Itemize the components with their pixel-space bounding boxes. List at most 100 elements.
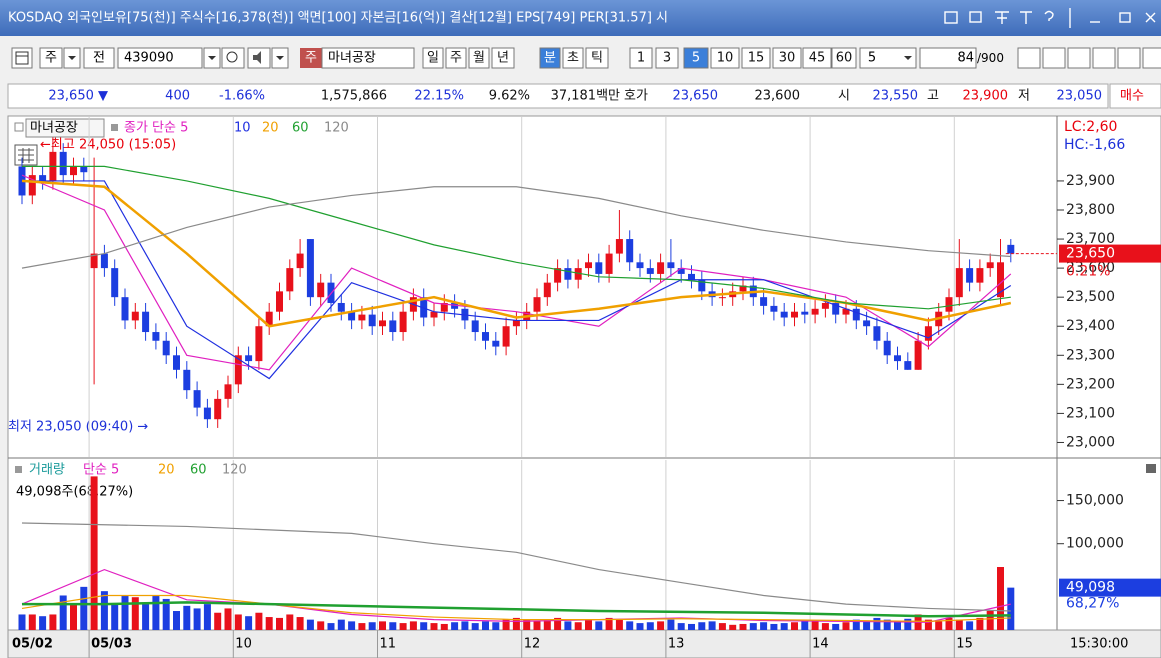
name-box[interactable]	[321, 47, 415, 69]
candle-body	[821, 302, 829, 309]
interval-button[interactable]	[741, 47, 771, 69]
period-button[interactable]	[491, 47, 515, 69]
volume-bar	[533, 621, 541, 630]
x-tick-label: 15	[956, 637, 973, 652]
volume-bar	[368, 622, 376, 630]
low-annotation: 최저 23,050 (09:40) →	[8, 420, 148, 435]
candle-body	[966, 268, 974, 283]
legend-entry: 종가 단순 5	[124, 121, 188, 136]
volume-bar	[162, 598, 170, 630]
period-button[interactable]	[539, 47, 561, 69]
volume-bar	[111, 604, 119, 630]
legend-icon	[15, 466, 22, 473]
x-tick-label: 05/02	[12, 637, 53, 652]
tool-button[interactable]	[1067, 47, 1091, 69]
market: 주	[45, 51, 57, 66]
buy-button[interactable]	[1109, 83, 1161, 109]
candle-body	[780, 311, 788, 318]
last-price-box	[1059, 244, 1161, 263]
candle-body	[399, 311, 407, 333]
icon-button[interactable]	[11, 47, 33, 69]
volume-bar	[389, 622, 397, 630]
candle-body	[873, 326, 881, 341]
volume-bar	[585, 619, 592, 630]
legend-entry: 20	[158, 463, 175, 478]
candle-body	[986, 262, 994, 269]
icon	[226, 51, 238, 63]
interval-button[interactable]	[683, 47, 709, 69]
volume-bar	[832, 623, 840, 630]
candle-body	[1007, 244, 1015, 254]
interval-label: 60	[836, 51, 853, 66]
tool-button[interactable]	[1042, 47, 1066, 69]
window-controls	[944, 8, 1156, 28]
volume-bar	[894, 621, 901, 630]
candle-body	[894, 355, 901, 362]
volume-bar	[997, 567, 1004, 630]
interval-button[interactable]	[831, 47, 857, 69]
interval-button[interactable]	[710, 47, 740, 69]
volume-bar	[1007, 587, 1015, 630]
mode-box[interactable]	[83, 47, 115, 69]
market-box[interactable]	[39, 47, 63, 69]
volume-bar	[430, 623, 438, 630]
icon[interactable]	[995, 11, 1009, 24]
candle-body	[368, 314, 376, 327]
volume-bar	[770, 623, 778, 630]
ma-line	[21, 522, 1011, 612]
count-select[interactable]	[859, 47, 917, 69]
volume-bar	[296, 617, 304, 630]
interval-button[interactable]	[802, 47, 832, 69]
candle-body	[28, 175, 36, 196]
volume-bar	[986, 611, 994, 630]
period-button[interactable]	[562, 47, 584, 69]
candle-body	[554, 268, 562, 283]
candle-body	[59, 151, 67, 176]
interval-button[interactable]	[772, 47, 802, 69]
maximize[interactable]	[1119, 12, 1131, 23]
icon[interactable]	[1020, 11, 1032, 24]
close[interactable]	[1145, 12, 1156, 23]
period-button[interactable]	[468, 47, 490, 69]
period-button[interactable]	[445, 47, 467, 69]
tool-button[interactable]	[1017, 47, 1041, 69]
candle-body	[131, 311, 139, 321]
volume-bar	[574, 622, 582, 630]
panel-icon[interactable]	[1146, 464, 1156, 473]
ma-line	[22, 180, 1012, 380]
price: 23,650 ▼	[48, 89, 108, 104]
tool-button[interactable]	[1092, 47, 1116, 69]
period-button[interactable]	[585, 47, 609, 69]
icon[interactable]	[1044, 10, 1054, 22]
candle-body	[286, 268, 294, 292]
info-box	[7, 83, 1109, 109]
icon[interactable]	[969, 11, 982, 23]
x-tick-label: 11	[380, 637, 397, 652]
interval-button[interactable]	[629, 47, 653, 69]
volume-bar	[214, 612, 222, 630]
y-tick-label: 23,200	[1066, 376, 1115, 392]
tool-button[interactable]	[1117, 47, 1141, 69]
volume-bar	[255, 612, 263, 630]
legend-entry: 60	[190, 463, 207, 478]
interval-button[interactable]	[655, 47, 679, 69]
volume-bar	[224, 608, 232, 630]
code-input[interactable]	[117, 47, 203, 69]
candle-body	[234, 355, 242, 385]
period-button[interactable]	[422, 47, 444, 69]
legend-icon	[111, 124, 118, 131]
icon[interactable]	[944, 11, 958, 24]
candle-body	[492, 340, 500, 347]
volume-bar	[482, 621, 489, 630]
candle-body	[698, 279, 706, 292]
interval-label: 3	[663, 51, 671, 66]
volume-bar	[358, 623, 366, 630]
volume-bar	[39, 616, 47, 630]
candle-body	[193, 390, 201, 408]
volume-bar	[852, 619, 860, 630]
period-label: 초	[567, 51, 579, 66]
candle-body	[852, 308, 860, 321]
count-input[interactable]	[919, 47, 977, 69]
tool-button[interactable]	[1142, 47, 1161, 69]
search-button[interactable]	[221, 47, 245, 69]
